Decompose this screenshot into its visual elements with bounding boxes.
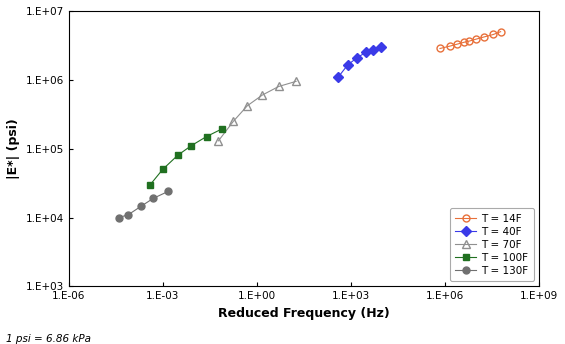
T = 14F: [454, 42, 460, 46]
T = 14F: [447, 44, 454, 48]
T = 14F: [473, 37, 480, 41]
T = 130F: [137, 204, 144, 208]
T = 70F: [215, 139, 222, 143]
T = 14F: [490, 32, 497, 36]
T = 40F: [354, 56, 360, 60]
T = 14F: [437, 46, 444, 51]
T = 14F: [497, 30, 504, 34]
T = 130F: [125, 213, 132, 217]
T = 130F: [115, 215, 122, 219]
T = 14F: [481, 35, 488, 39]
Line: T = 14F: T = 14F: [437, 28, 504, 52]
Legend: T = 14F, T = 40F, T = 70F, T = 100F, T = 130F: T = 14F, T = 40F, T = 70F, T = 100F, T =…: [450, 208, 534, 281]
Line: T = 70F: T = 70F: [214, 77, 300, 145]
X-axis label: Reduced Frequency (Hz): Reduced Frequency (Hz): [218, 307, 390, 320]
T = 14F: [466, 39, 473, 43]
T = 70F: [275, 84, 282, 88]
T = 100F: [219, 127, 226, 131]
T = 100F: [188, 144, 194, 148]
T = 100F: [147, 183, 154, 187]
T = 40F: [362, 50, 369, 54]
Y-axis label: |E*| (psi): |E*| (psi): [7, 118, 20, 179]
T = 14F: [460, 40, 467, 44]
T = 40F: [345, 63, 351, 67]
Text: 1 psi = 6.86 kPa: 1 psi = 6.86 kPa: [6, 334, 90, 344]
T = 70F: [259, 93, 266, 97]
T = 40F: [335, 75, 342, 79]
T = 100F: [159, 168, 166, 172]
T = 100F: [174, 153, 181, 158]
T = 70F: [230, 119, 237, 123]
T = 70F: [244, 104, 251, 108]
T = 40F: [377, 45, 384, 49]
T = 40F: [370, 47, 376, 52]
Line: T = 130F: T = 130F: [115, 188, 172, 221]
T = 130F: [165, 189, 172, 193]
T = 130F: [150, 196, 157, 201]
T = 70F: [293, 79, 299, 83]
Line: T = 100F: T = 100F: [147, 125, 226, 188]
T = 100F: [203, 135, 210, 139]
Line: T = 40F: T = 40F: [335, 43, 384, 80]
